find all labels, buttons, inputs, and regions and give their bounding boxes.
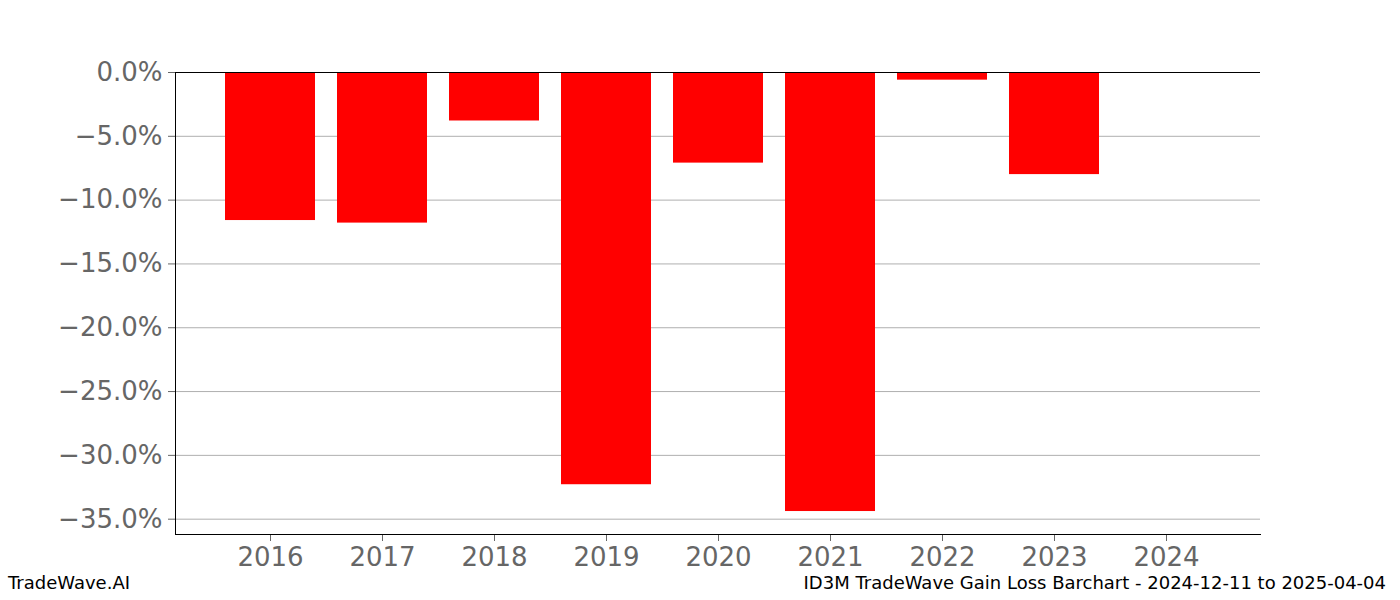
svg-text:2021: 2021 — [797, 542, 863, 572]
svg-text:−35.0%: −35.0% — [58, 504, 162, 534]
svg-text:−25.0%: −25.0% — [58, 376, 162, 406]
html-text:ID3M TradeWave Gain Loss Barch: ID3M TradeWave Gain Loss Barchart - 2024… — [803, 572, 1386, 593]
svg-text:2019: 2019 — [573, 542, 639, 572]
svg-text:−15.0%: −15.0% — [58, 248, 162, 278]
svg-text:2016: 2016 — [237, 542, 303, 572]
svg-text:2024: 2024 — [1133, 542, 1199, 572]
svg-text:−30.0%: −30.0% — [58, 440, 162, 470]
svg-text:2022: 2022 — [909, 542, 975, 572]
svg-text:−10.0%: −10.0% — [58, 184, 162, 214]
svg-text:2018: 2018 — [461, 542, 527, 572]
svg-text:2023: 2023 — [1021, 542, 1087, 572]
svg-text:2020: 2020 — [685, 542, 751, 572]
svg-text:2017: 2017 — [349, 542, 415, 572]
svg-text:0.0%: 0.0% — [96, 57, 162, 87]
svg-text:−5.0%: −5.0% — [75, 121, 163, 151]
svg-text:−20.0%: −20.0% — [58, 312, 162, 342]
html-text:TradeWave.AI: TradeWave.AI — [8, 572, 130, 593]
